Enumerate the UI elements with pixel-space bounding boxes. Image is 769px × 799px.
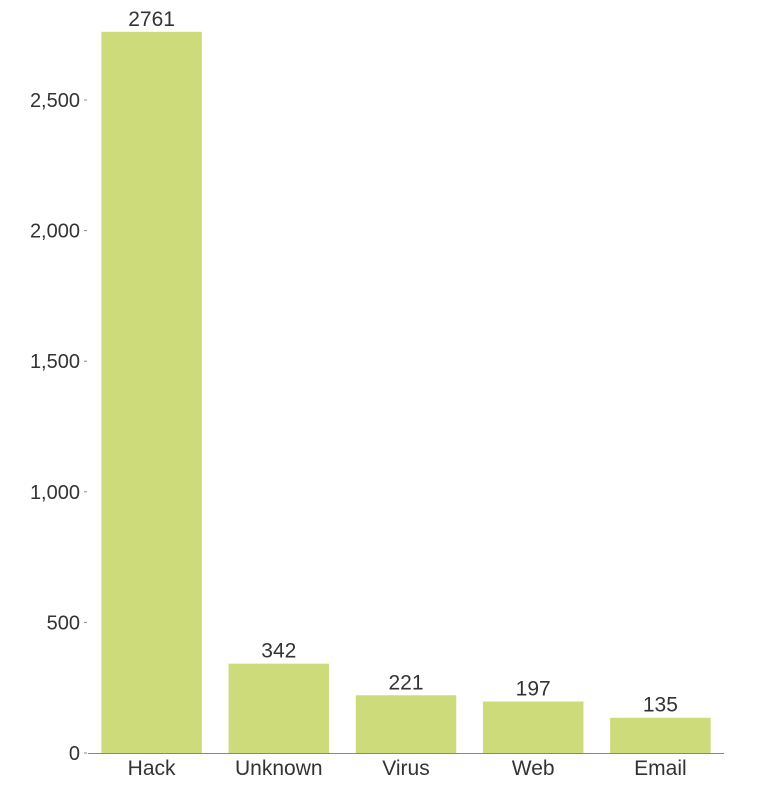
x-category-label: Web — [512, 757, 555, 780]
bar-value-label: 342 — [261, 640, 296, 663]
x-category-label: Email — [634, 757, 687, 780]
bar-web — [482, 701, 584, 753]
bar-value-label: 221 — [388, 671, 423, 694]
x-axis: Hack Unknown Virus Web Email — [88, 753, 724, 780]
x-category-label: Unknown — [235, 757, 323, 780]
y-tick-label: 1,000 — [30, 482, 80, 504]
bar-value-labels: 2761 342 221 197 135 — [128, 8, 678, 717]
y-tick-label: 0 — [69, 743, 80, 765]
x-category-label: Virus — [382, 757, 429, 780]
y-tick-label: 2,500 — [30, 90, 80, 112]
bar-email — [610, 717, 711, 753]
y-tick-label: 500 — [47, 612, 80, 634]
x-category-label: Hack — [128, 757, 176, 780]
bar-hack — [101, 31, 202, 754]
bar-value-label: 2761 — [128, 8, 175, 31]
bar-virus — [355, 695, 457, 753]
bar-value-label: 135 — [643, 694, 678, 717]
bar-unknown — [228, 663, 330, 753]
y-tick-label: 2,000 — [30, 221, 80, 243]
bar-value-label: 197 — [516, 678, 551, 701]
y-axis: 0 500 1,000 1,500 2,000 2,500 — [30, 90, 87, 765]
y-tick-label: 1,500 — [30, 351, 80, 373]
bars-group — [101, 31, 711, 754]
